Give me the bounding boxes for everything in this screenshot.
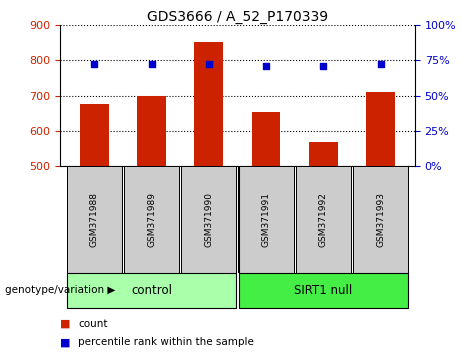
Point: [377, 62, 384, 67]
FancyBboxPatch shape: [353, 166, 408, 273]
FancyBboxPatch shape: [238, 166, 294, 273]
Text: control: control: [131, 284, 172, 297]
Text: GSM371988: GSM371988: [90, 192, 99, 247]
Point: [262, 63, 270, 69]
Text: count: count: [78, 319, 108, 329]
FancyBboxPatch shape: [67, 273, 236, 308]
Text: ■: ■: [60, 319, 71, 329]
Text: GSM371990: GSM371990: [204, 192, 213, 247]
FancyBboxPatch shape: [181, 166, 236, 273]
Point: [91, 62, 98, 67]
Text: genotype/variation ▶: genotype/variation ▶: [5, 285, 115, 295]
Text: GSM371989: GSM371989: [147, 192, 156, 247]
Bar: [80, 104, 109, 166]
FancyBboxPatch shape: [296, 166, 351, 273]
Bar: [195, 42, 223, 166]
Bar: [309, 142, 337, 166]
Text: SIRT1 null: SIRT1 null: [294, 284, 352, 297]
FancyBboxPatch shape: [67, 166, 122, 273]
Text: ■: ■: [60, 337, 71, 348]
Title: GDS3666 / A_52_P170339: GDS3666 / A_52_P170339: [147, 10, 328, 24]
Text: GSM371992: GSM371992: [319, 192, 328, 247]
FancyBboxPatch shape: [124, 166, 179, 273]
Point: [148, 62, 155, 67]
Bar: [252, 112, 280, 166]
Text: GSM371993: GSM371993: [376, 192, 385, 247]
FancyBboxPatch shape: [238, 273, 408, 308]
Point: [205, 62, 213, 67]
Bar: [366, 92, 395, 166]
Text: GSM371991: GSM371991: [261, 192, 271, 247]
Text: percentile rank within the sample: percentile rank within the sample: [78, 337, 254, 348]
Point: [319, 63, 327, 69]
Bar: [137, 96, 166, 166]
